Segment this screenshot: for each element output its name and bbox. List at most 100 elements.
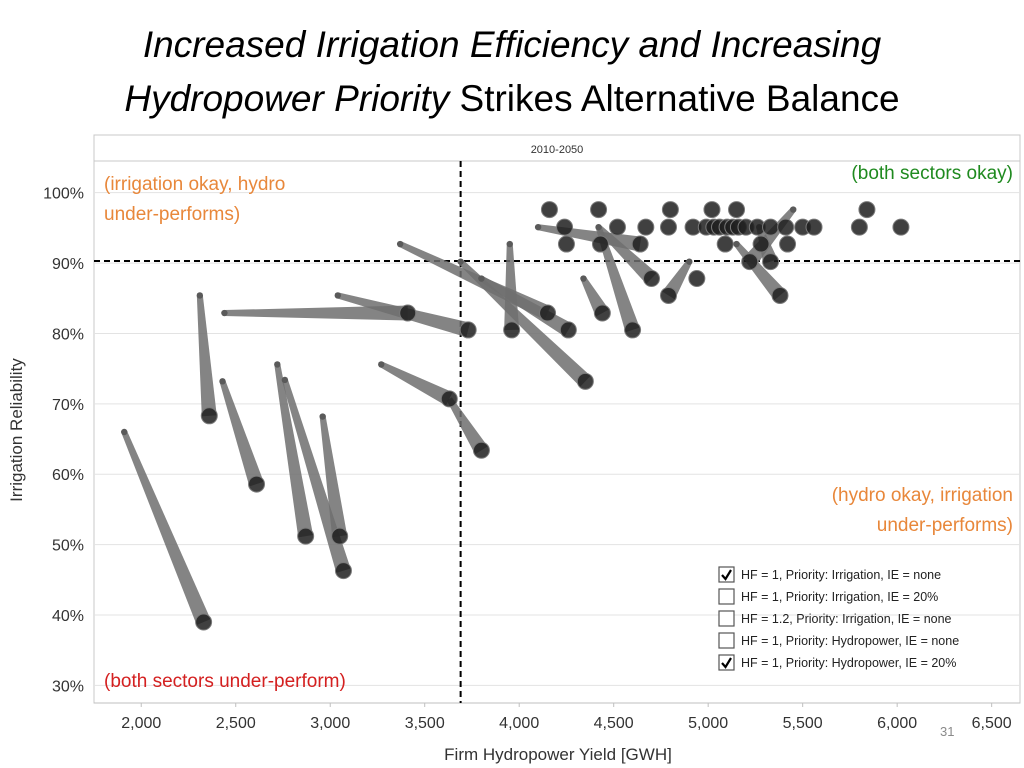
start-point <box>595 223 602 231</box>
legend-item: HF = 1, Priority: Hydropower, IE = none <box>718 632 959 649</box>
end-point <box>762 218 780 236</box>
slide-title: Increased Irrigation Efficiency and Incr… <box>0 18 1024 126</box>
start-point <box>319 413 326 420</box>
connection-line <box>219 380 264 487</box>
x-tick-label: 5,500 <box>783 715 823 732</box>
checkmark-icon <box>721 657 732 669</box>
end-point <box>590 201 608 219</box>
connection-line <box>274 363 314 538</box>
checkmark-icon <box>721 569 732 581</box>
start-point <box>196 292 204 299</box>
y-tick-label: 100% <box>43 186 84 203</box>
connection-line <box>458 259 591 387</box>
x-tick-label: 2,500 <box>216 715 256 732</box>
end-point <box>591 235 609 253</box>
quadrant-labels: (irrigation okay, hydro under-performs) (b… <box>104 163 1013 692</box>
end-point <box>593 304 611 322</box>
legend-label: HF = 1, Priority: Hydropower, IE = 20% <box>741 656 956 670</box>
end-point <box>637 218 655 236</box>
end-point <box>741 253 759 271</box>
quadrant-label-line: (both sectors okay) <box>851 163 1013 184</box>
title-line-2: Hydropower Priority Strikes Alternative … <box>0 72 1024 126</box>
end-point <box>659 286 677 304</box>
x-tick-label: 6,500 <box>972 715 1012 732</box>
legend-checkbox[interactable] <box>718 654 735 671</box>
end-point <box>777 218 795 236</box>
quadrant-label-line: under-performs) <box>104 204 240 225</box>
connection-line <box>319 416 348 538</box>
x-tick-label: 4,000 <box>499 715 539 732</box>
y-tick-label: 60% <box>52 467 84 484</box>
chart-frame: 2010-2050 <box>93 134 1021 704</box>
end-point <box>539 304 557 322</box>
x-tick-label: 3,500 <box>405 715 445 732</box>
y-tick-label: 90% <box>52 256 84 273</box>
end-point <box>642 270 660 288</box>
start-point <box>790 206 797 213</box>
start-point <box>733 240 740 248</box>
end-point <box>659 218 677 236</box>
end-point <box>850 218 868 236</box>
start-point <box>580 275 587 282</box>
x-tick-label: 4,500 <box>594 715 634 732</box>
start-point <box>534 223 542 231</box>
data-points <box>121 201 910 631</box>
end-point <box>762 253 780 271</box>
end-point <box>195 613 213 631</box>
end-point <box>459 321 477 339</box>
start-point <box>281 376 289 384</box>
legend: HF = 1, Priority: Irrigation, IE = none H… <box>718 566 959 671</box>
y-tick-label: 70% <box>52 397 84 414</box>
y-tick-label: 30% <box>52 678 84 695</box>
connection-line <box>196 295 217 417</box>
quadrant-label-line: (irrigation okay, hydro <box>104 174 285 195</box>
end-point <box>661 201 679 219</box>
reference-lines <box>94 161 1020 703</box>
x-axis-ticks: 2,000 2,500 3,000 3,500 4,000 4,500 5,000 5,500… <box>121 703 1012 732</box>
legend-checkbox[interactable] <box>718 566 735 583</box>
end-point <box>858 201 876 219</box>
legend-item: HF = 1.2, Priority: Irrigation, IE = non… <box>718 610 952 627</box>
start-point <box>457 258 464 265</box>
legend-checkbox[interactable] <box>718 632 735 649</box>
start-point <box>506 240 513 248</box>
chart-subtitle: 2010-2050 <box>531 144 584 156</box>
end-point <box>557 235 575 253</box>
end-point <box>556 218 574 236</box>
x-tick-label: 2,000 <box>121 715 161 732</box>
end-point <box>631 235 649 253</box>
end-point <box>576 372 594 390</box>
end-point <box>472 441 490 459</box>
x-tick-label: 3,000 <box>310 715 350 732</box>
x-tick-label: 5,000 <box>688 715 728 732</box>
quadrant-label-top-left: (irrigation okay, hydro under-performs) <box>104 174 285 225</box>
legend-label: HF = 1, Priority: Hydropower, IE = none <box>741 634 959 648</box>
end-point <box>248 475 266 493</box>
end-point <box>503 321 521 339</box>
legend-label: HF = 1.2, Priority: Irrigation, IE = non… <box>741 612 952 626</box>
connection-line <box>224 305 408 321</box>
start-point <box>478 275 485 282</box>
start-point <box>219 378 226 385</box>
legend-item: HF = 1, Priority: Hydropower, IE = 20% <box>718 654 956 671</box>
end-point <box>399 304 417 322</box>
start-point <box>274 361 281 368</box>
title-line-1-text: Increased Irrigation Efficiency and Incr… <box>142 24 882 65</box>
end-point <box>805 218 823 236</box>
quadrant-label-line: (hydro okay, irrigation <box>832 485 1013 506</box>
title-line-2-rest: Strikes Alternative Balance <box>449 78 900 119</box>
quadrant-label-line: (both sectors under-perform) <box>104 671 346 692</box>
legend-checkbox[interactable] <box>718 610 735 627</box>
end-point <box>779 235 797 253</box>
title-line-1: Increased Irrigation Efficiency and Incr… <box>0 18 1024 72</box>
title-line-2-italic: Hydropower Priority <box>124 78 450 119</box>
legend-checkbox[interactable] <box>718 588 735 605</box>
connection-line <box>446 397 488 455</box>
start-point <box>221 309 228 317</box>
slide-number: 31 <box>940 724 955 739</box>
quadrant-label-top-right: (both sectors okay) <box>851 163 1013 184</box>
end-point <box>331 527 349 545</box>
quadrant-label-line: under-performs) <box>877 515 1013 536</box>
end-point <box>703 201 721 219</box>
